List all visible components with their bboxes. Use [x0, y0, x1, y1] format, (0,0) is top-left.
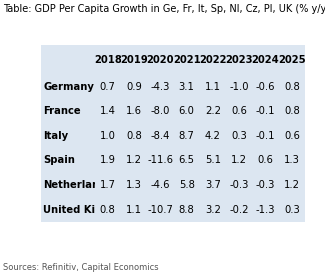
Text: Sources: Refinitiv, Capital Economics: Sources: Refinitiv, Capital Economics	[3, 263, 159, 272]
Text: Table: GDP Per Capita Growth in Ge, Fr, It, Sp, Nl, Cz, Pl, UK (% y/y): Table: GDP Per Capita Growth in Ge, Fr, …	[3, 4, 325, 14]
